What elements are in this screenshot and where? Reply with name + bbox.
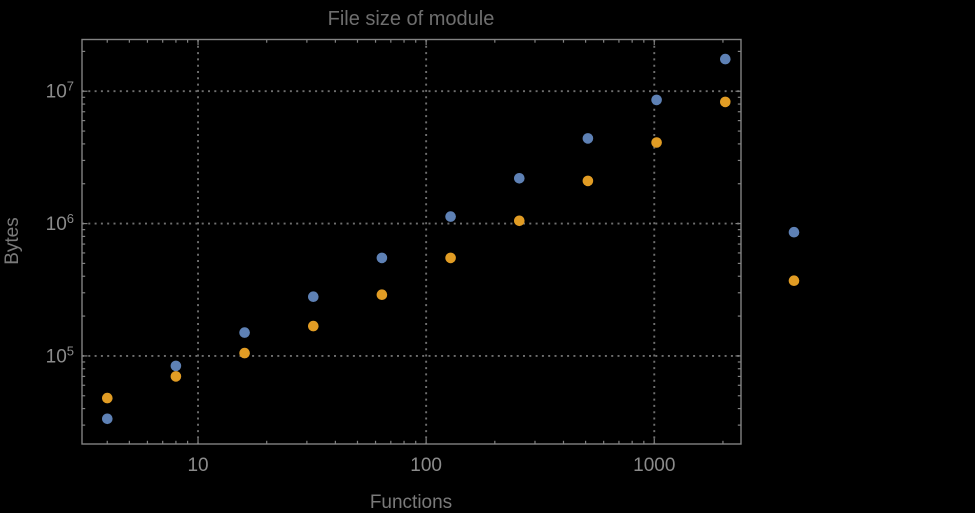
data-point-series-1: [788, 226, 800, 238]
data-point-series-2: [651, 137, 662, 148]
data-point-series-1: [720, 53, 731, 65]
tick-labels-layer: 10 100 1000 105 106 107: [46, 79, 676, 476]
data-point-series-2: [376, 289, 388, 301]
data-point-series-1: [376, 252, 388, 264]
data-point-series-2: [170, 371, 182, 382]
data-point-series-2: [788, 275, 800, 287]
data-point-series-1: [239, 327, 250, 338]
y-tick-label: 106: [46, 211, 74, 235]
data-point-series-2: [720, 96, 731, 108]
y-tick-label: 105: [46, 343, 74, 367]
data-point-series-2: [308, 320, 319, 332]
data-points-layer: [102, 53, 800, 425]
data-point-series-2: [239, 347, 250, 359]
plot-frame: [81, 38, 742, 445]
chart-title: File size of module: [328, 8, 495, 30]
data-point-series-1: [308, 291, 319, 303]
plot-frame-layer: [81, 38, 742, 445]
data-point-series-1: [170, 360, 182, 372]
data-point-series-1: [102, 413, 113, 425]
gridlines-layer: [82, 39, 741, 444]
data-point-series-1: [651, 94, 662, 106]
data-point-series-1: [582, 133, 594, 144]
tick-marks-layer: [82, 39, 741, 444]
x-tick-label: 1000: [633, 455, 675, 476]
data-point-series-2: [102, 392, 113, 404]
x-tick-label: 100: [410, 455, 442, 476]
x-axis-label: Functions: [370, 492, 452, 513]
data-point-series-2: [514, 215, 525, 227]
y-tick-label: 107: [46, 79, 74, 103]
y-axis-label: Bytes: [2, 217, 23, 265]
data-point-series-1: [514, 173, 525, 184]
data-point-series-1: [445, 211, 456, 222]
x-tick-label: 10: [187, 455, 208, 476]
data-point-series-2: [582, 175, 594, 187]
data-point-series-2: [445, 252, 456, 264]
